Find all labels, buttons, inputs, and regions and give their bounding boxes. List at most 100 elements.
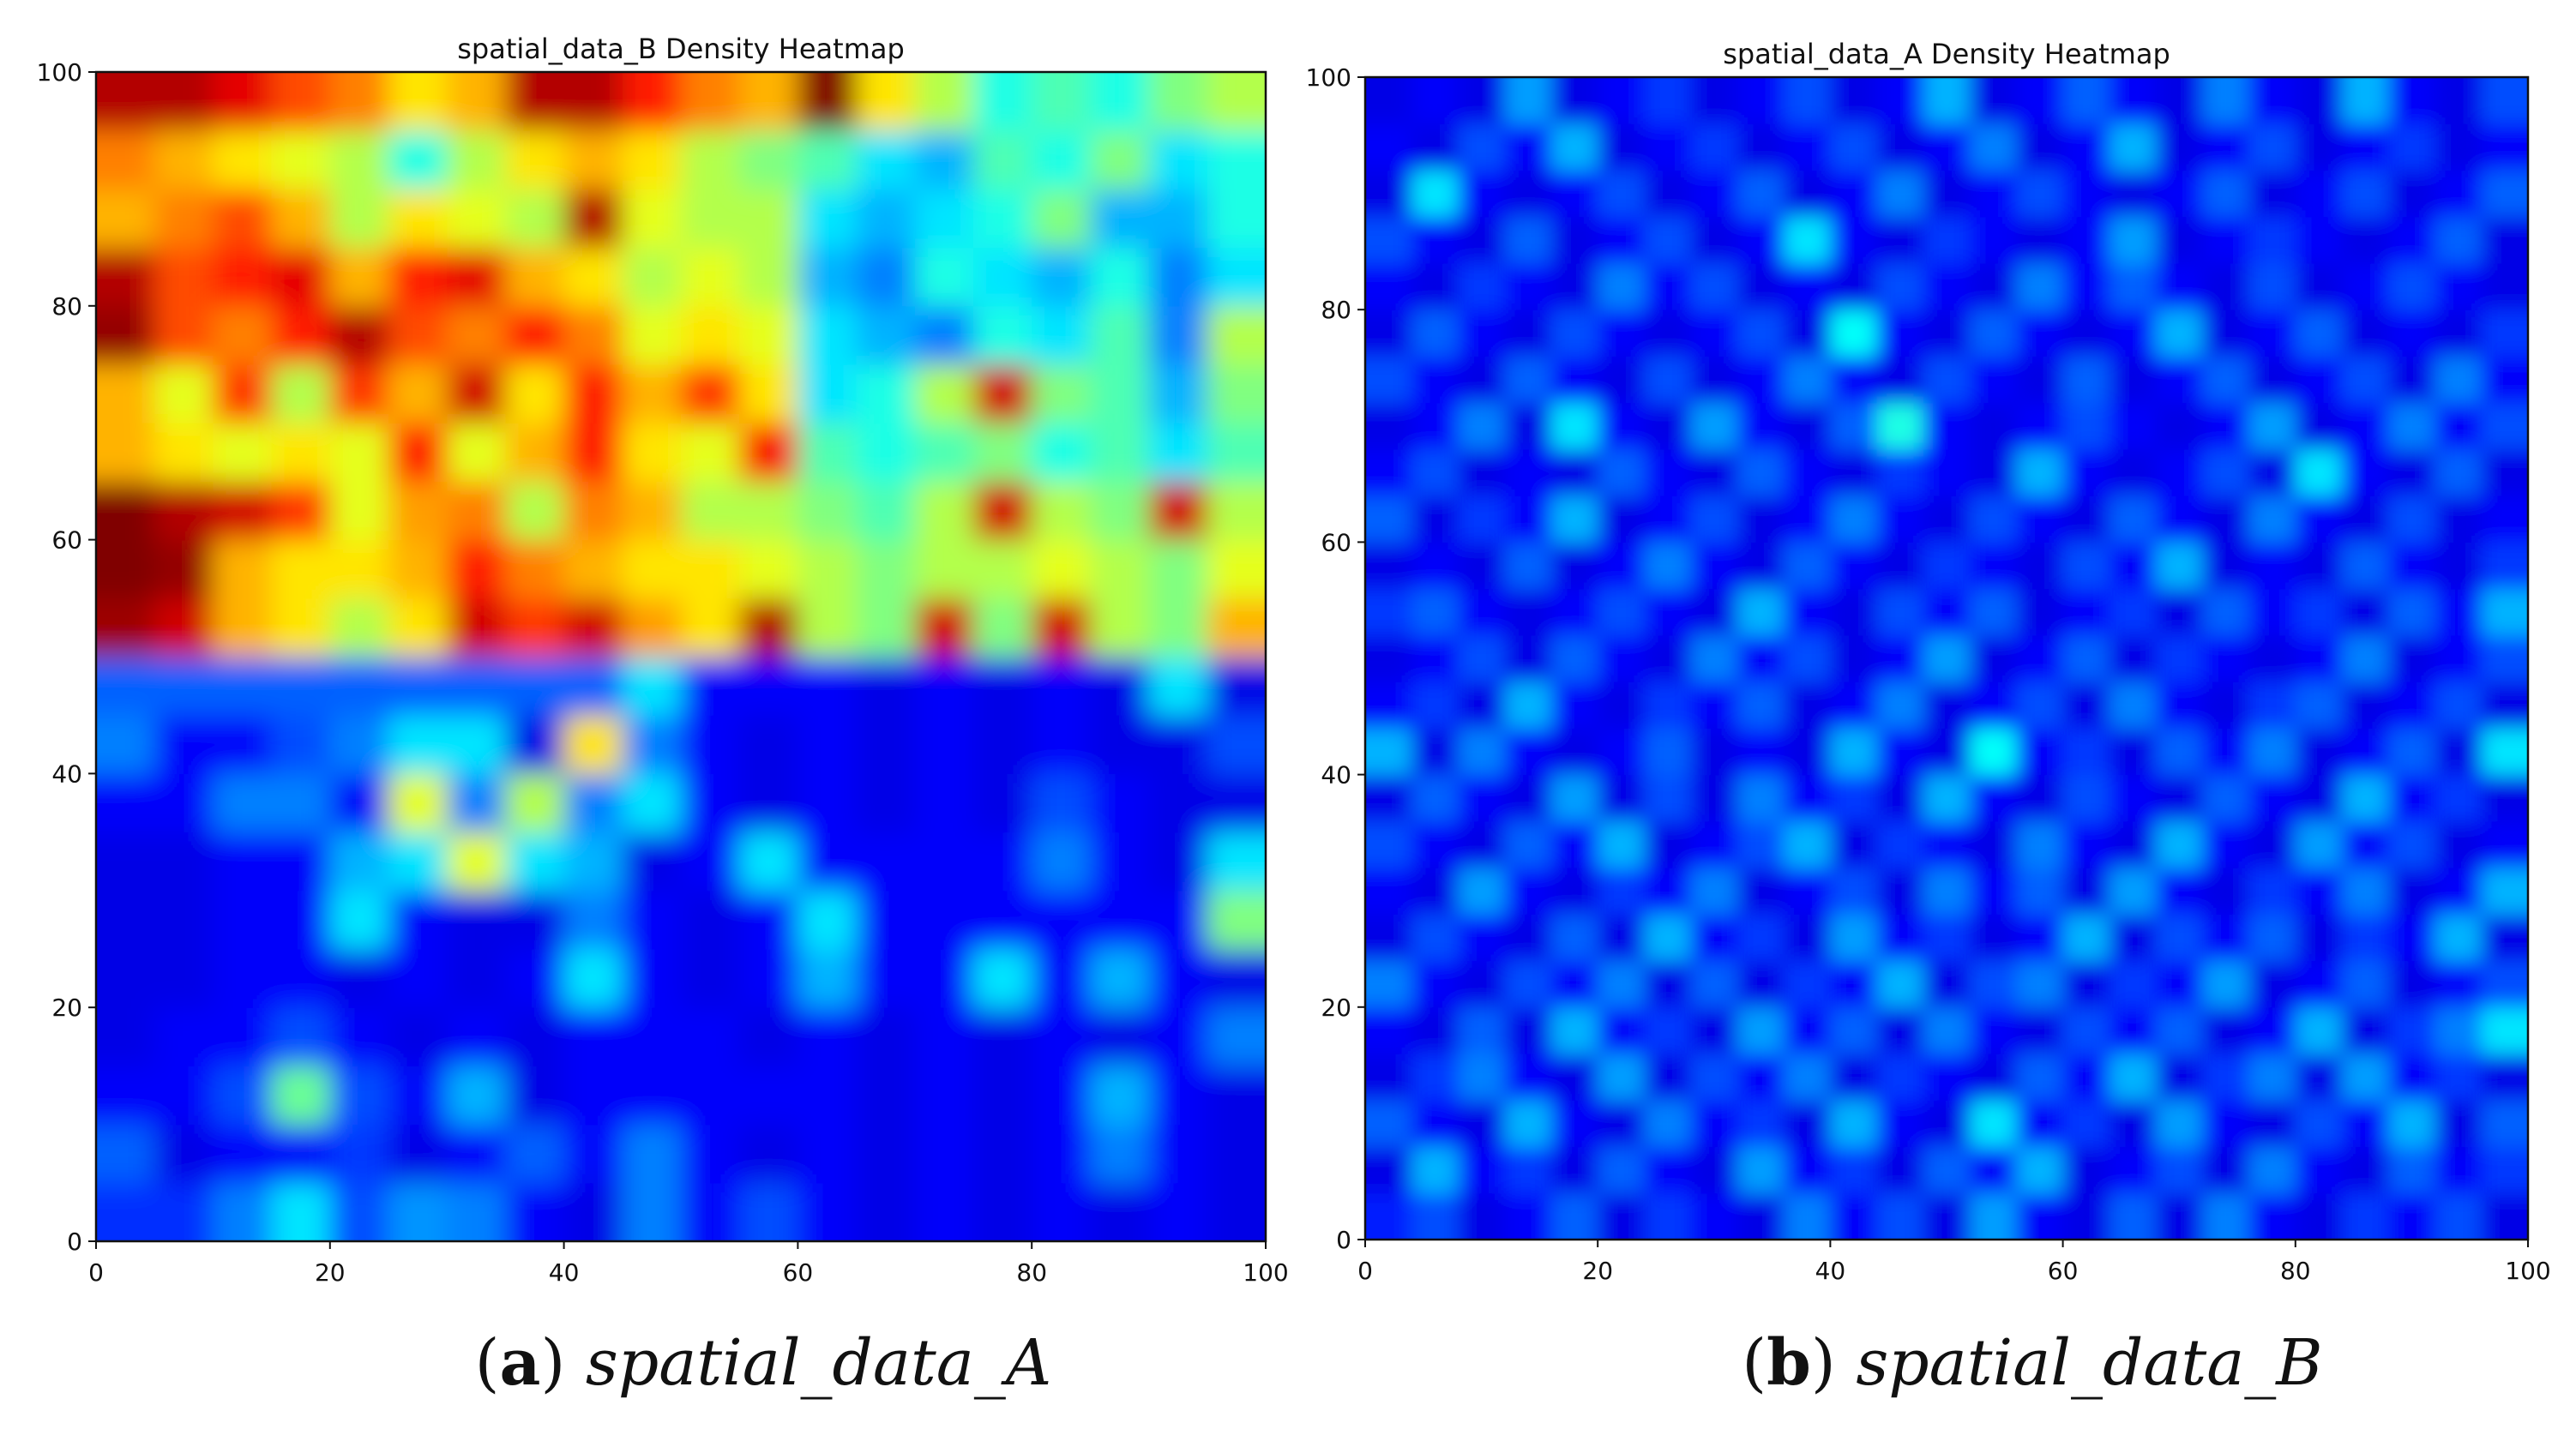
heatmap-cell-a [1148,1066,1208,1126]
heatmap-cell-b [2062,1054,2110,1101]
heatmap-cell-b [1504,774,1552,822]
heatmap-cell-b [1830,262,1878,310]
heatmap-cell-b [1365,588,1412,636]
heatmap-cell-a [914,364,974,423]
heatmap-cell-b [2062,216,2110,264]
heatmap-cell-a [1090,130,1150,189]
heatmap-cell-b [2388,868,2436,915]
heatmap-cell-a [271,657,331,716]
heatmap-cell-a [856,890,916,950]
caption-b: (b) spatial_data_B [1742,1326,2323,1400]
heatmap-cell-b [1411,960,1460,1008]
heatmap-cell-b [1365,868,1412,915]
heatmap-cell-a [1207,715,1266,774]
heatmap-cell-b [1365,1054,1412,1101]
heatmap-cell-a [505,597,565,657]
heatmap-cell-a [622,423,682,482]
heatmap-cell-a [914,597,974,657]
heatmap-cell-a [856,130,916,189]
heatmap-cell-b [1411,634,1460,682]
heatmap-cell-a [563,1182,623,1241]
heatmap-cell-b [1784,1100,1831,1148]
heatmap-cell-b [2388,448,2436,496]
heatmap-cell-b [1784,681,1831,729]
heatmap-cell-b [1970,728,2017,776]
heatmap-cell-b [2342,356,2389,404]
heatmap-cell-b [2248,448,2296,496]
caption-a: (a) spatial_data_A [474,1326,1052,1400]
heatmap-cell-b [1970,868,2017,915]
heatmap-cell-a [505,949,565,1008]
heatmap-cell-a [563,715,623,774]
heatmap-cell-a [1207,539,1266,599]
heatmap-cell-a [271,949,331,1008]
heatmap-cell-b [1830,495,1878,543]
heatmap-cell-b [2295,914,2343,962]
heatmap-cell-a [797,305,858,365]
heatmap-cell-a [388,481,448,541]
heatmap-cell-b [2248,542,2296,590]
heatmap-cell-b [1644,1146,1692,1194]
heatmap-cell-a [914,247,974,307]
heatmap-cell-a [96,305,155,365]
heatmap-cell-b [2295,170,2343,218]
heatmap-cell-a [388,130,448,189]
heatmap-cell-b [1550,774,1598,822]
heatmap-cell-b [1923,495,1971,543]
heatmap-cell-a [447,305,506,365]
heatmap-cell-b [1970,402,2017,450]
heatmap-cell-b [2109,1100,2157,1148]
heatmap-cell-a [681,657,740,716]
heatmap-cell-a [563,890,623,950]
heatmap-cell-b [1876,216,1924,264]
x-tick-label-b: 100 [2505,1257,2550,1285]
heatmap-cell-b [1598,774,1646,822]
heatmap-cell-b [2388,1054,2436,1101]
heatmap-cell-b [1550,820,1598,868]
heatmap-cell-a [797,949,858,1008]
heatmap-cell-b [1970,1100,2017,1148]
heatmap-cell-b [2342,542,2389,590]
heatmap-cell-b [2248,356,2296,404]
heatmap-cell-b [2481,262,2528,310]
heatmap-cell-b [2109,1192,2157,1240]
heatmap-cell-b [1365,728,1412,776]
heatmap-cell-b [2295,262,2343,310]
heatmap-cell-a [1032,305,1091,365]
heatmap-cell-b [2016,262,2064,310]
heatmap-cell-a [973,1124,1032,1184]
heatmap-cell-a [1090,773,1150,833]
heatmap-cell-a [1207,1066,1266,1126]
heatmap-cell-a [914,305,974,365]
heatmap-cell-a [739,597,798,657]
heatmap-cell-b [2016,681,2064,729]
heatmap-cell-b [1830,402,1878,450]
heatmap-cell-b [2202,681,2250,729]
heatmap-cell-b [1458,774,1506,822]
heatmap-cell-a [329,305,389,365]
heatmap-cell-a [1090,657,1150,716]
heatmap-cell-a [505,832,565,892]
heatmap-cell-b [2481,960,2528,1008]
heatmap-cell-a [1148,597,1208,657]
heatmap-cell-b [2156,542,2203,590]
heatmap-cell-b [1784,542,1831,590]
heatmap-cell-a [1148,481,1208,541]
heatmap-cell-b [1784,914,1831,962]
heatmap-cell-b [1411,1100,1460,1148]
heatmap-cell-a [1032,247,1091,307]
heatmap-cell-b [1784,170,1831,218]
heatmap-cell-a [329,1182,389,1241]
heatmap-cell-b [1784,402,1831,450]
heatmap-cell-a [914,890,974,950]
heatmap-cell-b [2156,123,2203,171]
heatmap-cell-a [447,890,506,950]
heatmap-cell-a [388,890,448,950]
heatmap-cell-a [1207,72,1266,131]
heatmap-cell-b [2016,309,2064,357]
heatmap-cell-b [1598,216,1646,264]
heatmap-cell-a [1148,715,1208,774]
heatmap-cell-a [622,832,682,892]
heatmap-cell-b [1550,262,1598,310]
heatmap-cell-b [2016,728,2064,776]
